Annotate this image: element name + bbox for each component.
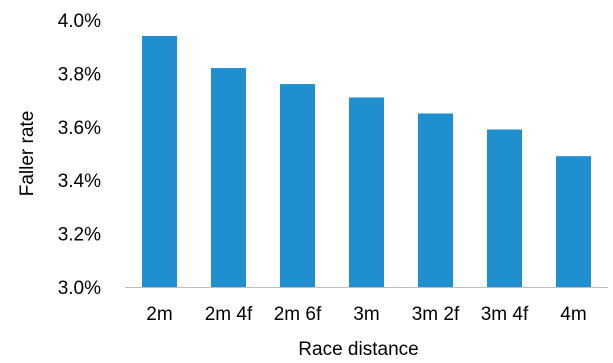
y-tick-label: 3.8% (58, 64, 101, 85)
x-axis-title: Race distance (298, 339, 418, 360)
y-tick-label: 3.6% (58, 118, 101, 139)
bar-3m (349, 97, 384, 288)
y-axis-title: Faller rate (17, 111, 38, 197)
bar-2m-4f (211, 68, 246, 287)
x-tick-label: 3m (353, 304, 379, 325)
x-tick-label: 3m 2f (412, 304, 460, 325)
bar-2m (142, 36, 177, 287)
bar-3m-2f (418, 113, 453, 287)
y-axis-tick-labels: 3.0% 3.2% 3.4% 3.6% 3.8% 4.0% (58, 11, 101, 299)
x-tick-label: 2m 4f (205, 304, 253, 325)
x-tick-label: 3m 4f (481, 304, 529, 325)
x-tick-label: 2m (146, 304, 172, 325)
bar-4m (556, 156, 591, 287)
bar-3m-4f (487, 129, 522, 287)
y-tick-label: 3.0% (58, 278, 101, 299)
x-axis-tick-labels: 2m 2m 4f 2m 6f 3m 3m 2f 3m 4f 4m (146, 304, 586, 325)
y-tick-label: 4.0% (58, 11, 101, 32)
x-tick-label: 4m (560, 304, 586, 325)
x-tick-label: 2m 6f (274, 304, 322, 325)
y-tick-label: 3.2% (58, 225, 101, 246)
bars (142, 36, 591, 288)
bar-2m-6f (280, 84, 315, 287)
y-tick-label: 3.4% (58, 171, 101, 192)
